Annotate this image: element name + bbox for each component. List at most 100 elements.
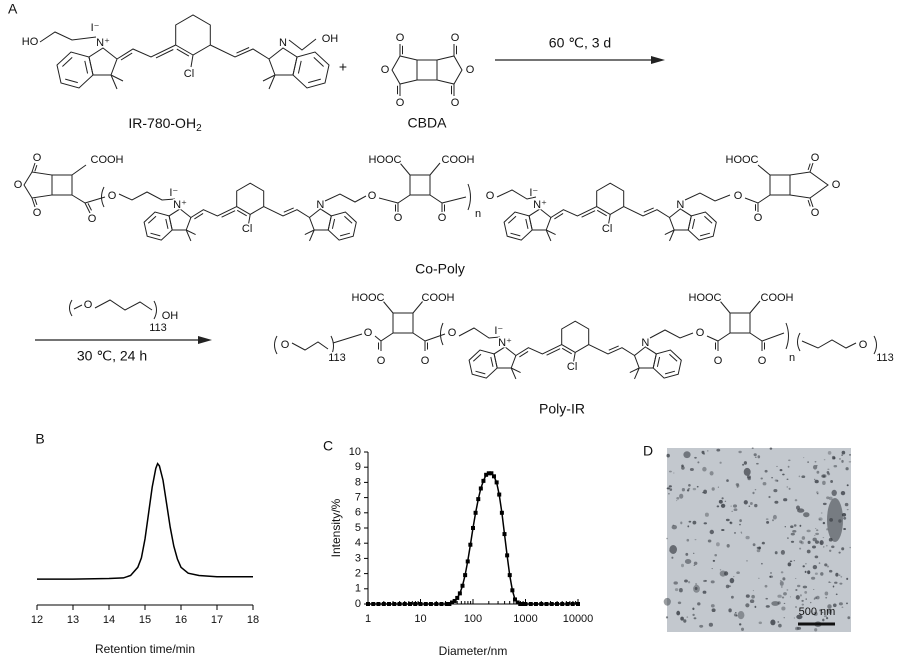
tem-particle (804, 591, 808, 594)
tem-particle (846, 577, 849, 581)
tem-particle (683, 619, 687, 623)
bond (210, 44, 270, 60)
tem-particle (807, 570, 811, 575)
data-point (494, 480, 499, 485)
tem-particle (739, 623, 742, 626)
tem-particle (841, 450, 846, 455)
tem-particle (680, 616, 684, 621)
tem-particle (783, 617, 785, 619)
data-point (518, 602, 523, 606)
bond (664, 229, 675, 236)
tem-particle (841, 459, 844, 463)
tem-particle (828, 496, 833, 501)
x-axis-label: Retention time/min (95, 642, 195, 656)
atom-label: HO (22, 36, 39, 48)
tem-particle (829, 549, 832, 552)
atom-label: O (33, 152, 42, 164)
tem-particle (806, 529, 811, 533)
tem-particle (696, 485, 699, 488)
tem-particle (820, 572, 824, 576)
panel-label: C (323, 438, 333, 454)
atom-label: O (811, 207, 820, 219)
bracket (467, 183, 471, 211)
tem-particle (733, 504, 737, 508)
bond (143, 211, 173, 241)
tem-particle (827, 609, 832, 615)
bond (623, 206, 670, 218)
bond (588, 344, 635, 356)
tem-particle (688, 581, 691, 584)
tem-particle (752, 491, 755, 495)
tem-particle (781, 606, 786, 611)
atom-label: O (364, 327, 373, 339)
tem-particle (776, 465, 778, 467)
tem-particle (814, 572, 818, 575)
tem-particle (666, 537, 668, 540)
tem-particle (681, 466, 685, 470)
bond (221, 210, 236, 218)
tem-particle (804, 570, 807, 574)
atom-label: N (641, 337, 649, 349)
y-tick-label: 5 (355, 522, 361, 534)
tem-particle (813, 465, 818, 470)
atom-label: O (14, 179, 23, 191)
tem-particle (663, 597, 671, 606)
tem-particle (788, 459, 791, 462)
tem-particle (733, 508, 738, 512)
atom-label: HOOC (352, 292, 385, 304)
bond (807, 163, 811, 171)
data-point (428, 602, 433, 606)
tem-particle (734, 532, 736, 534)
atom-label: N⁺ (533, 199, 547, 211)
tem-particle (831, 545, 835, 549)
data-point (523, 602, 528, 606)
data-point (447, 602, 452, 606)
tem-particle (768, 495, 771, 499)
tem-particle (743, 467, 751, 476)
tem-particle (847, 616, 851, 620)
data-point (468, 542, 473, 547)
atom-label: N (279, 37, 287, 49)
tem-particle (824, 563, 828, 567)
x-tick-label: 15 (139, 614, 151, 626)
bond (699, 232, 711, 237)
tem-particle (710, 580, 715, 584)
bond (545, 229, 552, 242)
tem-particle (799, 594, 803, 597)
data-point (476, 497, 481, 502)
x-tick-label: 1000 (513, 613, 537, 625)
tem-particle (671, 556, 674, 559)
atom-label: HOOC (369, 154, 402, 166)
atom-label: N⁺ (498, 337, 512, 349)
bond (94, 299, 153, 311)
bond (436, 55, 463, 85)
y-tick-label: 2 (355, 568, 361, 580)
tem-particle (674, 588, 679, 592)
tem-particle (787, 537, 789, 539)
bracket (797, 332, 801, 352)
tem-particle (835, 572, 839, 577)
tem-particle (765, 597, 768, 600)
tem-particle (841, 513, 847, 517)
tem-particle (692, 613, 695, 617)
tem-particle (684, 559, 692, 564)
tem-particle (813, 611, 818, 616)
tem-particle (721, 529, 725, 531)
tem-particle (817, 493, 819, 495)
tem-particle (669, 545, 677, 554)
tem-particle (673, 472, 675, 474)
tem-particle (833, 603, 837, 608)
tem-particle (703, 453, 705, 455)
tem-particle (795, 595, 800, 600)
bond (332, 333, 363, 344)
data-point (381, 602, 386, 606)
tem-particle (814, 555, 819, 559)
tem-particle (787, 465, 790, 468)
tem-particle (814, 628, 818, 632)
bond (510, 232, 521, 237)
bond (116, 44, 176, 60)
atom-label: O (754, 212, 763, 224)
data-point (397, 602, 402, 606)
data-point (505, 553, 510, 558)
bond (291, 341, 329, 351)
